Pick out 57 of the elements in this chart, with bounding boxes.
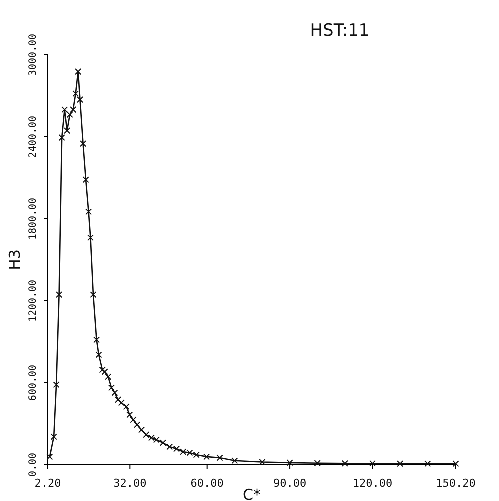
- point: [86, 208, 92, 216]
- point: [72, 90, 80, 98]
- point: [424, 460, 432, 468]
- point: [118, 400, 125, 406]
- point: [76, 96, 84, 104]
- point: [259, 458, 266, 466]
- point: [314, 460, 321, 467]
- y-tick-label: 0.00: [28, 452, 39, 478]
- point: [108, 384, 115, 392]
- point: [143, 432, 150, 438]
- point: [96, 352, 102, 358]
- point: [115, 396, 122, 404]
- y-tick-label: 1200.00: [28, 280, 39, 322]
- point: [102, 368, 108, 376]
- point: [46, 454, 54, 460]
- x-tick-label: 2.20: [34, 476, 62, 490]
- point: [369, 460, 376, 467]
- x-tick-label: 150.20: [436, 476, 476, 490]
- point: [134, 422, 141, 428]
- point: [342, 460, 348, 467]
- point: [112, 390, 118, 396]
- point: [80, 140, 87, 148]
- point: [75, 68, 82, 76]
- point: [99, 366, 106, 374]
- point: [50, 434, 58, 440]
- x-tick-label: 90.00: [273, 476, 307, 490]
- point: [452, 460, 460, 468]
- point: [123, 404, 130, 410]
- x-axis-title: C*: [243, 486, 262, 501]
- point: [286, 460, 294, 466]
- point: [160, 440, 167, 446]
- point: [90, 292, 97, 298]
- point: [82, 176, 90, 184]
- point: [130, 416, 137, 424]
- y-axis-title: H3: [6, 250, 24, 270]
- x-tick-label: 120.00: [352, 476, 393, 490]
- point: [87, 234, 94, 242]
- point: [126, 412, 134, 418]
- point: [53, 382, 60, 388]
- point: [204, 454, 210, 460]
- point: [94, 336, 100, 344]
- point: [66, 112, 74, 118]
- point: [216, 454, 224, 462]
- y-tick-label: 3000.00: [28, 34, 39, 76]
- point: [105, 374, 112, 380]
- y-tick-label: 2400.00: [28, 116, 39, 158]
- x-tick-label: 60.00: [190, 476, 224, 490]
- y-tick-label: 600.00: [28, 364, 39, 402]
- point: [58, 134, 66, 142]
- point: [397, 460, 404, 468]
- point: [138, 426, 146, 434]
- point: [232, 458, 238, 464]
- point: [64, 128, 71, 134]
- point: [56, 292, 63, 298]
- y-tick-label: 1800.00: [28, 198, 39, 240]
- x-tick-label: 32.00: [114, 476, 147, 490]
- chart-title: HST:11: [310, 21, 370, 41]
